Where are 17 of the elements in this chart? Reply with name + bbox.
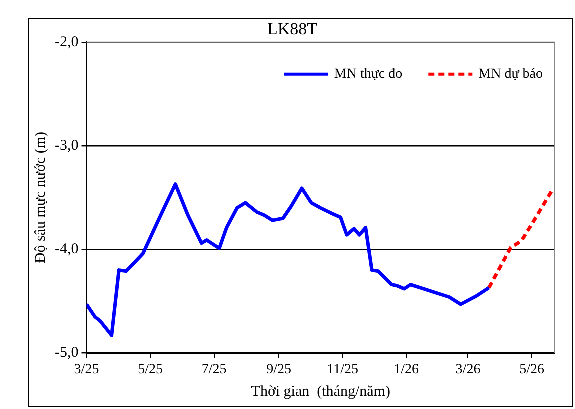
y-tick-label: -4,0 bbox=[54, 242, 79, 258]
x-tick-label: 3/25 bbox=[74, 362, 100, 378]
x-tick-label: 11/25 bbox=[327, 362, 359, 378]
legend-label: MN dự báo bbox=[478, 67, 544, 82]
y-axis-title: Độ sâu mực nước (m) bbox=[32, 132, 49, 264]
y-tick-label: -5,0 bbox=[54, 345, 79, 362]
x-tick-label: 9/25 bbox=[266, 362, 292, 378]
y-tick-label: -2,0 bbox=[54, 34, 79, 50]
chart-title: LK88T bbox=[267, 20, 318, 39]
x-tick-label: 3/26 bbox=[456, 362, 481, 378]
x-tick-label: 5/25 bbox=[138, 362, 163, 378]
y-tick-label: -3,0 bbox=[54, 138, 79, 154]
x-axis-title: Thời gian (tháng/năm) bbox=[251, 384, 390, 400]
x-tick-label: 7/25 bbox=[202, 362, 227, 378]
x-tick-label: 1/26 bbox=[394, 362, 420, 378]
x-tick-label: 5/26 bbox=[520, 362, 544, 378]
legend-label: MN thực đo bbox=[334, 67, 403, 82]
